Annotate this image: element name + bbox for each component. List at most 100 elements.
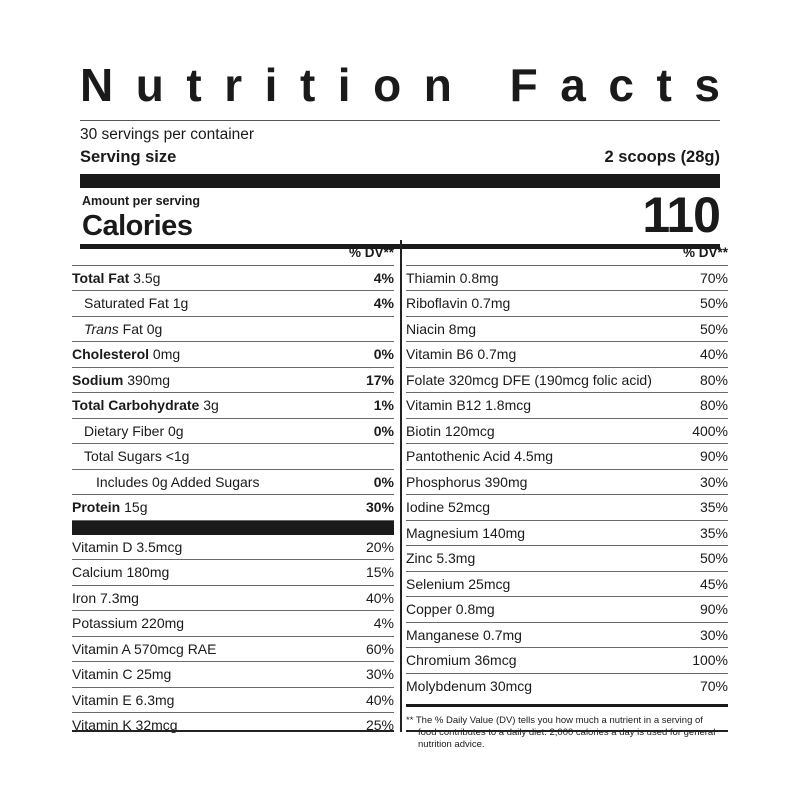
vitamin-dv: 80% <box>699 371 728 388</box>
vitamin-name: Vitamin E 6.3mg <box>72 691 175 708</box>
nutrient-row: Dietary Fiber 0g 0% <box>72 419 394 444</box>
nutrient-amount: 0mg <box>149 346 181 363</box>
nutrient-amount: 15g <box>120 499 148 516</box>
nutrient-columns: % DV** Total Fat 3.5g 4% Saturated Fat 1g 4… <box>72 240 728 750</box>
nutrient-dv: 0% <box>373 422 394 439</box>
calories-label: Calories <box>82 210 193 242</box>
vitamin-row: Magnesium 140mg 35% <box>406 521 728 546</box>
vitamin-name: Vitamin A 570mcg RAE <box>72 640 217 657</box>
title-letter <box>474 62 487 108</box>
vitamin-row: Zinc 5.3mg 50% <box>406 546 728 572</box>
nutrient-amount: Total Sugars <1g <box>84 448 190 465</box>
vitamin-name: Vitamin B12 1.8mcg <box>406 397 532 414</box>
vitamin-dv: 50% <box>699 295 728 312</box>
vitamin-name: Iron 7.3mg <box>72 589 139 606</box>
nutrient-name-bold: Cholesterol <box>72 346 150 363</box>
vitamin-dv: 70% <box>699 269 728 286</box>
title-rule <box>80 120 720 121</box>
title-letter: s <box>694 59 720 111</box>
vitamin-name: Selenium 25mcg <box>406 575 511 592</box>
vitamin-dv: 30% <box>699 473 728 490</box>
vitamin-dv: 15% <box>365 564 394 581</box>
vitamin-row: Riboflavin 0.7mg 50% <box>406 291 728 317</box>
vitamin-dv: 60% <box>365 640 394 657</box>
vitamin-row: Vitamin D 3.5mcg 20% <box>72 535 394 560</box>
title-letter: r <box>224 59 243 111</box>
vitamin-dv: 20% <box>365 538 394 555</box>
vitamin-row: Chromium 36mcg 100% <box>406 648 728 674</box>
vitamin-name: Phosphorus 390mg <box>406 473 528 490</box>
vitamin-row: Thiamin 0.8mg 70% <box>406 266 728 291</box>
serving-size-value: 2 scoops (28g) <box>604 148 720 166</box>
nutrient-row: Sodium 390mg 17% <box>72 368 394 393</box>
nutrient-name-bold: Total Fat <box>72 269 130 286</box>
nutrient-name: Total Fat 3.5g <box>72 270 160 286</box>
nutrient-name: Trans Fat 0g <box>72 321 162 337</box>
vitamin-name: Riboflavin 0.7mg <box>406 295 511 312</box>
vitamin-dv: 90% <box>699 601 728 618</box>
vitamin-row: Vitamin B12 1.8mcg 80% <box>406 393 728 419</box>
title-letter: i <box>337 59 351 111</box>
nutrient-name: Dietary Fiber 0g <box>72 423 184 439</box>
nutrient-amount: 3g <box>199 397 219 414</box>
vitamin-row: Calcium 180mg 15% <box>72 560 394 586</box>
nutrient-name-bold: Sodium <box>72 371 124 388</box>
nutrient-name-bold: Protein <box>72 499 121 516</box>
nutrient-amount: 390mg <box>123 371 171 388</box>
vitamin-dv: 40% <box>365 691 394 708</box>
nutrient-name: Cholesterol 0mg <box>72 346 180 362</box>
nutrient-name: Saturated Fat 1g <box>72 295 188 311</box>
vitamin-name: Iodine 52mcg <box>406 499 491 516</box>
nutrient-name: Includes 0g Added Sugars <box>72 474 259 490</box>
title-letter: N <box>80 59 114 111</box>
vitamin-name: Potassium 220mg <box>72 615 185 632</box>
title-letter: a <box>560 59 586 111</box>
title-letter: t <box>186 59 202 111</box>
vitamin-row: Vitamin B6 0.7mg 40% <box>406 342 728 368</box>
vitamin-dv: 400% <box>692 422 728 439</box>
vitamin-name: Folate 320mcg DFE (190mcg folic acid) <box>406 371 652 388</box>
vitamin-name: Vitamin K 32mcg <box>72 717 178 734</box>
vitamins-divider <box>72 520 394 535</box>
vitamin-row: Iron 7.3mg 40% <box>72 586 394 611</box>
vitamin-dv: 100% <box>692 652 728 669</box>
vitamin-name: Molybdenum 30mcg <box>406 677 533 694</box>
vitamin-name: Manganese 0.7mg <box>406 626 522 643</box>
vitamin-name: Calcium 180mg <box>72 564 170 581</box>
nutrient-dv: 4% <box>373 269 394 286</box>
calories-block: Amount per serving Calories 110 <box>80 187 721 243</box>
bottom-rule-left <box>72 730 394 732</box>
footnote-line-1: ** The % Daily Value (DV) tells you how … <box>406 715 703 726</box>
nutrient-dv: 30% <box>365 499 394 516</box>
nutrient-row: Protein 15g 30% <box>72 495 394 521</box>
vitamin-name: Zinc 5.3mg <box>406 550 476 567</box>
vitamin-row: Vitamin E 6.3mg 40% <box>72 688 394 713</box>
title-letter: u <box>135 59 164 111</box>
nutrient-name: Total Sugars <1g <box>72 448 189 464</box>
footnote-divider <box>406 704 728 707</box>
vitamin-name: Copper 0.8mg <box>406 601 495 618</box>
vitamin-dv: 90% <box>699 448 728 465</box>
vitamin-row: Folate 320mcg DFE (190mcg folic acid) 80% <box>406 368 728 393</box>
vitamin-dv: 30% <box>365 666 394 683</box>
nutrient-amount: Fat 0g <box>118 320 163 337</box>
vitamin-row: Manganese 0.7mg 30% <box>406 623 728 648</box>
vitamin-row: Biotin 120mcg 400% <box>406 419 728 444</box>
vitamin-row: Selenium 25mcg 45% <box>406 572 728 597</box>
column-divider <box>400 240 402 732</box>
vitamin-name: Vitamin B6 0.7mg <box>406 346 517 363</box>
calories-value: 110 <box>642 187 721 243</box>
vitamin-row: Pantothenic Acid 4.5mg 90% <box>406 444 728 470</box>
serving-size-label: Serving size <box>80 148 177 166</box>
vitamin-row: Copper 0.8mg 90% <box>406 597 728 623</box>
nutrient-row: Cholesterol 0mg 0% <box>72 342 394 368</box>
dv-header-right: % DV** <box>406 240 728 266</box>
vitamin-row: Phosphorus 390mg 30% <box>406 470 728 495</box>
vitamin-name: Thiamin 0.8mg <box>406 269 499 286</box>
title-letter: o <box>373 59 402 111</box>
vitamin-row: Vitamin A 570mcg RAE 60% <box>72 637 394 662</box>
nutrient-amount: Includes 0g Added Sugars <box>96 473 260 490</box>
nutrient-row: Total Fat 3.5g 4% <box>72 266 394 291</box>
